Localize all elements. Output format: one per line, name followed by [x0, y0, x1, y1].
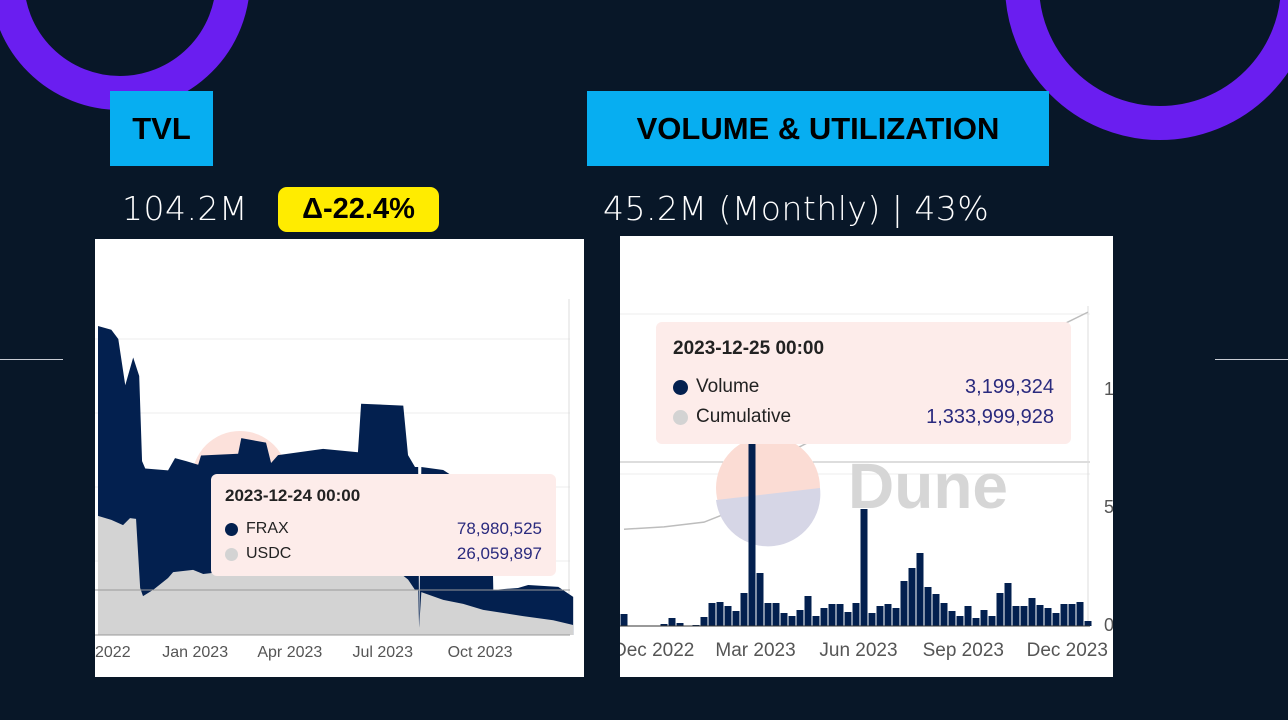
- volume-bar: [668, 618, 676, 626]
- x-tick-label: Jan 2023: [162, 644, 229, 661]
- volume-bar: [1012, 606, 1020, 626]
- volume-bar: [756, 573, 764, 626]
- volume-bar: [700, 617, 708, 626]
- tooltip-value: 26,059,897: [456, 544, 542, 563]
- volume-bar: [844, 612, 852, 626]
- volume-bar: [972, 618, 980, 626]
- y-tick-label: 1: [1104, 379, 1113, 399]
- volume-bar: [1020, 606, 1028, 626]
- volume-bar: [1084, 621, 1092, 626]
- volume-bar: [836, 604, 844, 626]
- volume-bar: [748, 376, 756, 626]
- volume-dot-icon: [673, 379, 688, 395]
- tooltip-label: USDC: [246, 545, 292, 562]
- x-tick-label: Oct 2023: [447, 644, 513, 661]
- tooltip-date: 2023-12-25 00:00: [673, 338, 825, 359]
- dune-watermark: Dune: [848, 450, 1008, 522]
- tooltip-row-cumulative: Cumulative: [673, 406, 791, 428]
- x-tick-label: Apr 2023: [257, 644, 323, 661]
- tvl-tooltip: 2023-12-24 00:00 FRAX 78,980,525 USDC 26…: [211, 474, 556, 576]
- volume-bar: [1076, 602, 1084, 626]
- volume-bar: [764, 603, 772, 626]
- volume-bar: [900, 581, 908, 626]
- volume-bar: [996, 593, 1004, 626]
- tvl-delta-badge: Δ-22.4%: [278, 187, 439, 232]
- volume-bar: [820, 608, 828, 626]
- volume-bar: [884, 604, 892, 626]
- volume-value: 45.2M (Monthly) | 43%: [603, 189, 990, 228]
- y-tick-label: 0: [1104, 615, 1113, 635]
- x-tick-label: Sep 2023: [922, 640, 1004, 661]
- tooltip-value: 3,199,324: [965, 376, 1054, 398]
- volume-bar: [724, 606, 732, 626]
- volume-bar: [828, 604, 836, 626]
- volume-chart-panel: Dune 2023-12-25 00:00 Volume 3,199,324 C…: [620, 236, 1113, 677]
- volume-chart: Dune: [620, 306, 1092, 627]
- x-tick-label: Mar 2023: [715, 640, 796, 661]
- volume-bar: [916, 553, 924, 626]
- tvl-title: TVL: [110, 91, 213, 166]
- volume-bar: [740, 593, 748, 626]
- tooltip-row-usdc: USDC: [225, 545, 291, 563]
- volume-bar: [716, 602, 724, 626]
- volume-bar: [1004, 583, 1012, 626]
- volume-bar: [860, 509, 868, 626]
- x-tick-label: Dec 2023: [1026, 640, 1108, 661]
- volume-bar: [732, 611, 740, 626]
- usdc-dot-icon: [225, 547, 238, 561]
- tooltip-row-volume: Volume: [673, 376, 759, 398]
- volume-bar: [956, 616, 964, 626]
- tooltip-value: 1,333,999,928: [926, 406, 1054, 428]
- volume-bar: [932, 594, 940, 626]
- volume-bar: [812, 616, 820, 626]
- tooltip-value: 78,980,525: [456, 519, 542, 538]
- tvl-chart-panel: 2023-12-24 00:00 FRAX 78,980,525 USDC 26…: [95, 239, 584, 677]
- tooltip-row-frax: FRAX: [225, 520, 289, 538]
- x-tick-label: Jun 2023: [819, 640, 898, 661]
- x-tick-label: Jul 2023: [352, 644, 413, 661]
- tooltip-label: Volume: [696, 376, 760, 397]
- volume-bar: [772, 603, 780, 626]
- x-tick-label: 2022: [95, 644, 131, 661]
- volume-bar: [892, 608, 900, 626]
- tvl-value: 104.2M: [122, 189, 248, 228]
- tooltip-label: Cumulative: [696, 406, 792, 427]
- divider-right: [1215, 359, 1288, 360]
- volume-bar: [908, 568, 916, 626]
- volume-bar: [676, 623, 684, 626]
- volume-bar: [788, 616, 796, 626]
- volume-bar: [1052, 613, 1060, 626]
- tooltip-date: 2023-12-24 00:00: [225, 486, 361, 505]
- volume-bar: [1060, 604, 1068, 626]
- volume-bar: [924, 587, 932, 626]
- volume-bar: [1036, 605, 1044, 626]
- volume-bar: [988, 616, 996, 626]
- volume-bar: [1068, 604, 1076, 626]
- volume-bar: [940, 603, 948, 626]
- volume-bar: [964, 606, 972, 626]
- volume-bar: [708, 603, 716, 626]
- y-tick-label: 5: [1104, 497, 1113, 517]
- x-tick-label: Dec 2022: [620, 640, 695, 661]
- volume-bar: [620, 614, 628, 626]
- volume-bar: [876, 606, 884, 626]
- volume-bar: [1028, 598, 1036, 626]
- frax-dot-icon: [225, 522, 238, 536]
- divider-left: [0, 359, 63, 360]
- tvl-chart: [95, 299, 574, 636]
- volume-bar: [796, 610, 804, 626]
- tooltip-label: FRAX: [246, 520, 289, 537]
- volume-bar: [804, 596, 812, 626]
- volume-bar: [980, 610, 988, 626]
- volume-tooltip: 2023-12-25 00:00 Volume 3,199,324 Cumula…: [656, 322, 1071, 444]
- volume-bar: [948, 611, 956, 626]
- volume-title: VOLUME & UTILIZATION: [587, 91, 1049, 166]
- volume-bar: [852, 603, 860, 626]
- volume-bar: [780, 613, 788, 626]
- volume-bar: [868, 613, 876, 626]
- volume-bar: [660, 624, 668, 626]
- cumulative-dot-icon: [673, 409, 688, 425]
- volume-bar: [1044, 608, 1052, 626]
